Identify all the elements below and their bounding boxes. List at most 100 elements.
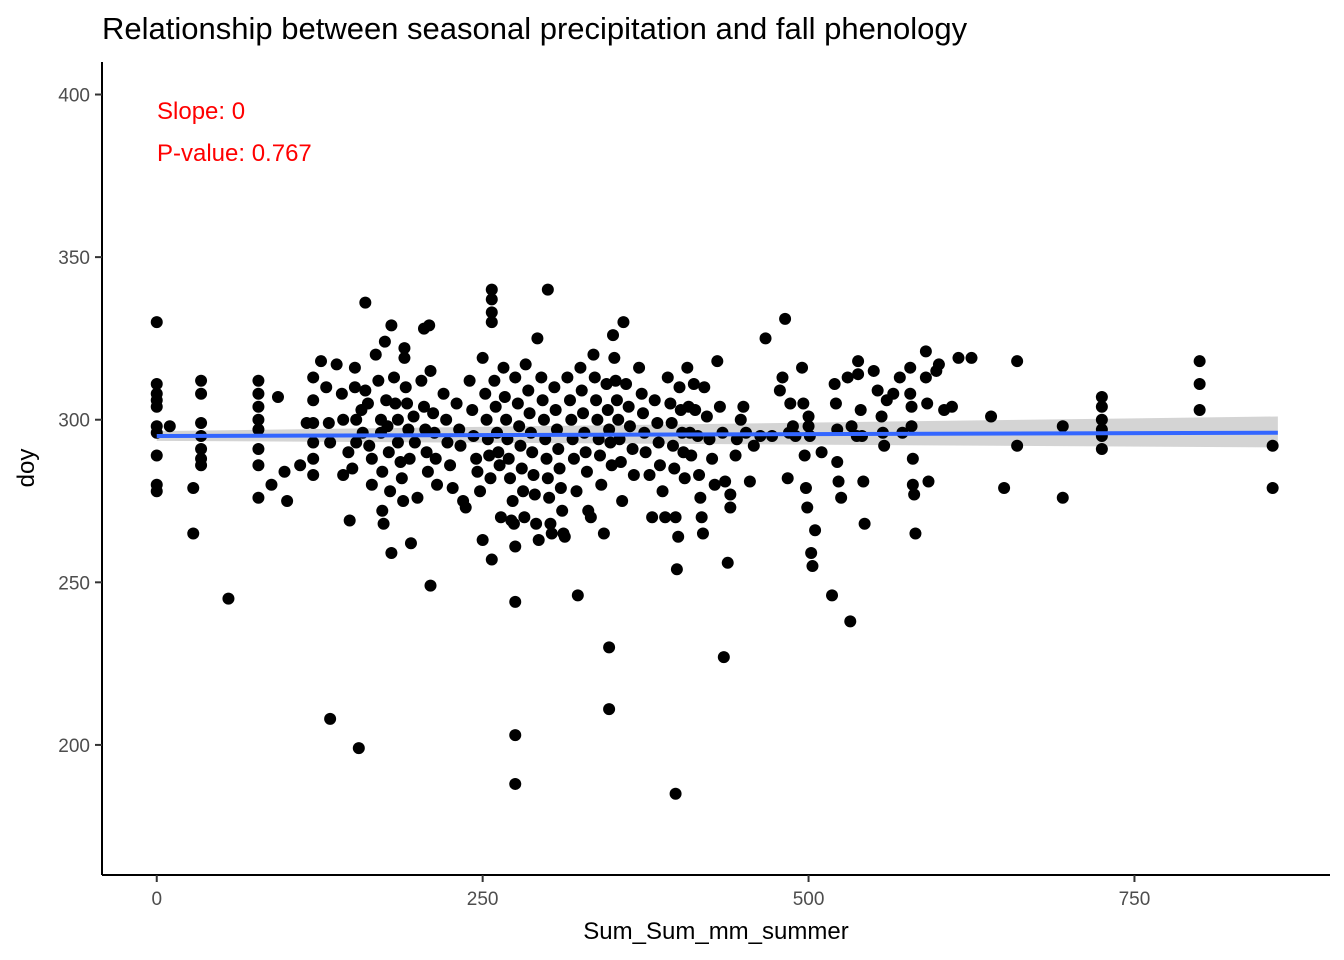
- data-point: [361, 397, 374, 410]
- data-point: [315, 355, 328, 368]
- data-point: [548, 381, 561, 394]
- data-point: [265, 478, 278, 491]
- y-tick-label: 300: [58, 411, 90, 432]
- data-point: [845, 420, 858, 433]
- data-point: [661, 371, 674, 384]
- data-point: [553, 462, 566, 475]
- data-point: [815, 446, 828, 459]
- y-tick-label: 350: [58, 248, 90, 269]
- data-point: [921, 397, 934, 410]
- data-point: [796, 361, 809, 374]
- data-point: [419, 423, 432, 436]
- data-point: [689, 403, 702, 416]
- data-point: [919, 371, 932, 384]
- data-point: [493, 459, 506, 472]
- data-point: [646, 511, 659, 524]
- data-point: [526, 446, 539, 459]
- data-point: [636, 407, 649, 420]
- data-point: [399, 381, 412, 394]
- data-point: [320, 381, 333, 394]
- data-point: [664, 397, 677, 410]
- data-point: [187, 527, 200, 540]
- data-point: [932, 358, 945, 371]
- data-point: [773, 384, 786, 397]
- data-point: [590, 394, 603, 407]
- data-point: [706, 452, 719, 465]
- data-point: [713, 400, 726, 413]
- data-point: [337, 469, 350, 482]
- data-point: [380, 394, 393, 407]
- data-point: [471, 465, 484, 478]
- data-point: [609, 374, 622, 387]
- data-point: [656, 485, 669, 498]
- data-point: [348, 361, 361, 374]
- data-point: [832, 475, 845, 488]
- data-point: [567, 452, 580, 465]
- data-point: [459, 501, 472, 514]
- data-point: [363, 439, 376, 452]
- data-point: [150, 400, 163, 413]
- chart-title: Relationship between seasonal precipitat…: [102, 11, 968, 46]
- data-point: [603, 641, 616, 654]
- data-point: [372, 374, 385, 387]
- data-point: [600, 377, 613, 390]
- data-point: [350, 436, 363, 449]
- data-point: [584, 511, 597, 524]
- data-point: [388, 371, 401, 384]
- data-point: [673, 381, 686, 394]
- data-point: [593, 449, 606, 462]
- data-point: [513, 420, 526, 433]
- data-point: [668, 462, 681, 475]
- data-point: [781, 472, 794, 485]
- data-point: [1095, 400, 1108, 413]
- data-point: [411, 491, 424, 504]
- data-point: [440, 413, 453, 426]
- data-point: [527, 469, 540, 482]
- data-point: [307, 371, 320, 384]
- data-point: [398, 351, 411, 364]
- data-point: [826, 589, 839, 602]
- data-point: [476, 351, 489, 364]
- data-point: [549, 403, 562, 416]
- data-point: [952, 351, 965, 364]
- x-axis-title: Sum_Sum_mm_summer: [583, 918, 848, 945]
- data-point: [550, 423, 563, 436]
- data-point: [506, 495, 519, 508]
- data-point: [799, 482, 812, 495]
- data-point: [607, 329, 620, 342]
- data-point: [541, 472, 554, 485]
- data-point: [381, 420, 394, 433]
- data-point: [252, 459, 265, 472]
- data-point: [610, 394, 623, 407]
- data-point: [724, 488, 737, 501]
- data-point: [922, 475, 935, 488]
- data-point: [1095, 442, 1108, 455]
- data-point: [376, 504, 389, 517]
- data-point: [806, 560, 819, 573]
- data-point: [729, 449, 742, 462]
- data-point: [561, 371, 574, 384]
- y-tick-label: 250: [58, 573, 90, 594]
- data-point: [391, 413, 404, 426]
- data-point: [627, 469, 640, 482]
- data-point: [509, 595, 522, 608]
- data-point: [965, 351, 978, 364]
- data-point: [378, 335, 391, 348]
- data-point: [417, 400, 430, 413]
- data-point: [721, 556, 734, 569]
- p-value-annotation: P-value: 0.767: [157, 140, 312, 167]
- data-point: [429, 452, 442, 465]
- data-point: [252, 442, 265, 455]
- data-point: [195, 459, 208, 472]
- data-point: [150, 377, 163, 390]
- data-point: [605, 459, 618, 472]
- data-point: [431, 478, 444, 491]
- data-point: [421, 465, 434, 478]
- data-point: [531, 332, 544, 345]
- data-point: [643, 469, 656, 482]
- y-axis-title: doy: [13, 449, 40, 488]
- data-point: [554, 482, 567, 495]
- data-point: [394, 455, 407, 468]
- data-point: [385, 547, 398, 560]
- data-point: [601, 403, 614, 416]
